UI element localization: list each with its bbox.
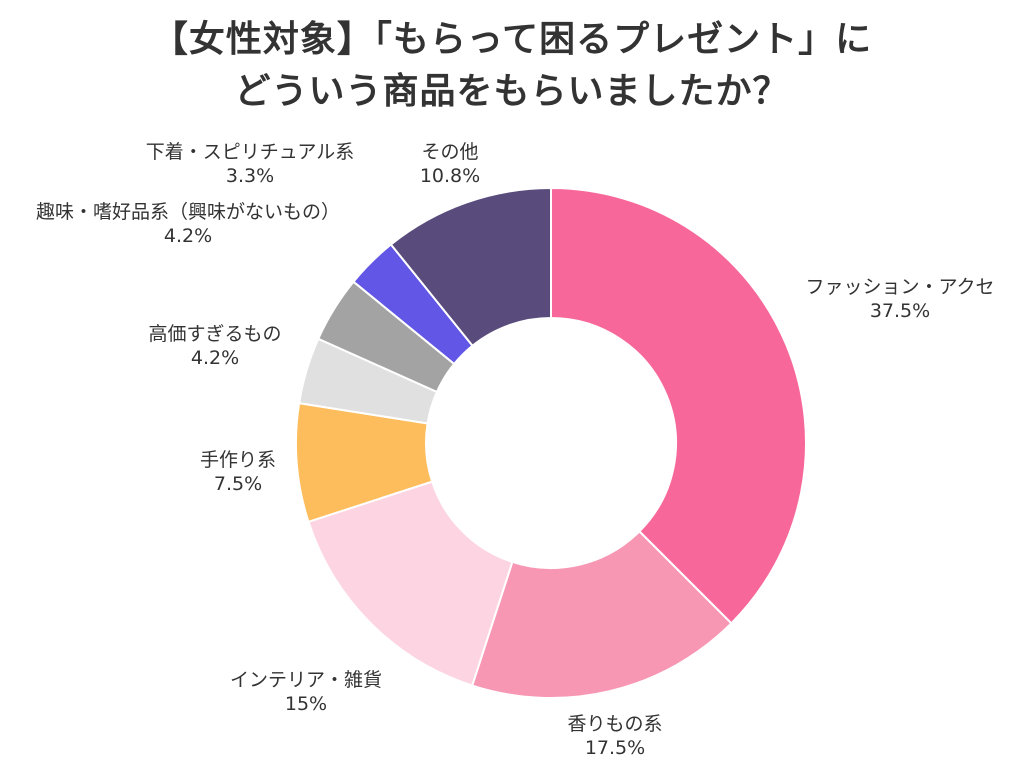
label-expensive-name: 高価すぎるもの: [148, 323, 282, 345]
label-other: その他 10.8%: [420, 141, 480, 189]
label-underwear: 下着・スピリチュアル系 3.3%: [146, 141, 354, 189]
label-hobby-value: 4.2%: [163, 224, 213, 247]
chart-title-line-2: どういう商品をもらいましたか？: [234, 71, 790, 112]
label-hobby: 趣味・嗜好品系（興味がないもの） 4.2%: [36, 201, 340, 249]
slice-other: [389, 186, 552, 348]
label-interior-name: インテリア・雑貨: [229, 669, 383, 691]
label-fashion: ファッション・アクセ 37.5%: [805, 276, 994, 324]
label-fragrance: 香りもの系 17.5%: [567, 713, 662, 761]
label-other-name: その他: [421, 141, 479, 163]
chart-title-line-1: 【女性対象】「もらって困るプレゼント」に: [151, 19, 873, 60]
slice-fragrance: [470, 529, 733, 699]
slice-fashion: [550, 186, 807, 625]
label-interior: インテリア・雑貨 15%: [230, 669, 382, 717]
slice-interior: [307, 480, 514, 687]
label-other-value: 10.8%: [419, 164, 481, 187]
label-fragrance-name: 香りもの系: [567, 713, 663, 735]
label-fashion-name: ファッション・アクセ: [805, 276, 995, 298]
label-underwear-value: 3.3%: [225, 164, 275, 187]
label-expensive-value: 4.2%: [190, 346, 240, 369]
label-handmade-value: 7.5%: [213, 472, 263, 495]
label-handmade-name: 手作り系: [199, 449, 277, 471]
donut-slices: [295, 186, 807, 699]
label-fragrance-value: 17.5%: [584, 736, 646, 759]
label-handmade: 手作り系 7.5%: [200, 449, 276, 497]
label-interior-value: 15%: [284, 692, 328, 715]
label-hobby-name: 趣味・嗜好品系（興味がないもの）: [35, 201, 341, 223]
label-underwear-name: 下着・スピリチュアル系: [145, 141, 355, 163]
label-fashion-value: 37.5%: [869, 299, 931, 322]
label-expensive: 高価すぎるもの 4.2%: [148, 323, 281, 371]
